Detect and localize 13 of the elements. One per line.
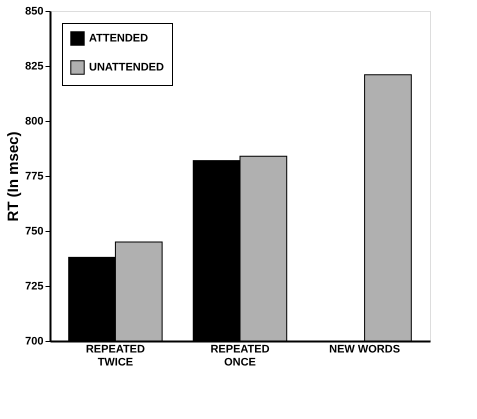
y-axis-title: RT (In msec) xyxy=(5,131,22,222)
legend-label: ATTENDED xyxy=(89,32,148,44)
x-tick-label: NEW WORDS xyxy=(329,344,400,356)
y-tick-label: 750 xyxy=(25,226,44,238)
y-tick-label: 775 xyxy=(25,170,44,182)
legend-label: UNATTENDED xyxy=(89,62,164,74)
y-tick-label: 700 xyxy=(25,336,44,348)
x-tick-label: REPEATED ONCE xyxy=(210,344,270,368)
y-tick-label: 800 xyxy=(25,116,44,128)
y-tick-label: 850 xyxy=(25,6,44,18)
y-tick-label: 725 xyxy=(25,280,44,292)
x-tick-label: REPEATED TWICE xyxy=(86,344,145,368)
y-tick-label: 825 xyxy=(25,60,44,72)
